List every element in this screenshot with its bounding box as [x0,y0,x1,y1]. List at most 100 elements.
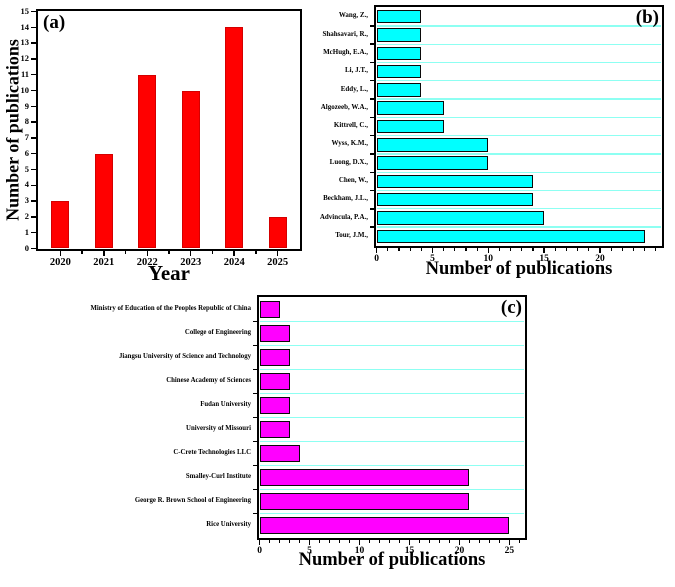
category-label: C-Crete Technologies LLC [173,449,251,457]
y-axis-tick [31,42,36,44]
panel-institution-bar-chart: (c) Ministry of Education of the Peoples… [0,290,675,587]
y-tick-label: 11 [20,68,29,79]
year-bar [268,216,287,249]
y-axis-tick [31,105,36,107]
category-label: College of Engineering [184,329,251,337]
category-label: Chen, W., [338,176,368,185]
category-label: Tour, J.M., [335,230,368,239]
x-axis-minor-tick [398,248,400,251]
x-tick-label: 20 [454,546,465,556]
y-axis-tick [369,43,374,45]
x-axis-minor-tick [278,540,281,543]
y-axis-tick [369,98,374,100]
x-axis-minor-tick [398,540,401,543]
x-axis-major-tick [508,540,511,545]
category-bar [376,101,444,115]
x-axis-major-tick [103,251,105,256]
category-bar [376,46,422,61]
x-axis-minor-tick [328,540,331,543]
category-label: Advincula, P.A., [319,212,368,221]
gridline [376,98,662,100]
x-axis-minor-tick [81,251,83,254]
x-axis-major-tick [375,248,378,253]
panel-label-a: (a) [43,12,66,33]
x-axis-minor-tick [318,540,321,543]
x-axis-minor-tick [588,248,590,251]
x-axis-major-tick [276,251,279,256]
category-label: Shahsavari, R., [322,29,368,38]
x-axis-minor-tick [621,248,623,251]
x-tick-label: 0 [257,546,262,556]
x-axis-minor-tick [565,248,568,251]
x-axis-minor-tick [387,248,389,251]
gridline [259,440,525,443]
category-bar [259,396,290,415]
y-axis-tick [31,184,36,186]
panel-author-bar-chart: (b) Wang, Z., Shahsavari, R., McHugh, E.A.… [320,0,675,290]
gridline [259,416,525,419]
y-axis-tick [369,116,374,119]
x-axis-minor-tick [348,540,351,543]
gridline [376,208,662,210]
gridline [259,464,525,467]
category-label: George R. Brown School of Engineering [134,497,251,505]
category-bar [259,516,510,535]
y-axis-tick [252,368,257,371]
y-axis-tick [31,10,36,13]
category-label: Eddy, L., [340,84,368,93]
gridline [259,512,525,515]
category-bar [259,444,300,463]
gridline [376,61,662,64]
category-bar [376,156,489,170]
y-axis-tick [252,344,257,347]
y-axis-tick [31,200,36,202]
panel-label-b: (b) [635,7,659,28]
category-bar [376,119,444,134]
category-label: Beckham, J.L., [323,194,368,203]
year-bar [181,90,200,249]
category-bar [376,229,645,243]
x-axis-major-tick [233,251,235,256]
x-tick-label: 15 [539,254,549,264]
gridline [376,80,662,82]
category-label: Chinese Academy of Sciences [166,377,251,385]
y-axis-tick [31,58,36,60]
x-axis-minor-tick [211,251,214,254]
x-tick-label: 2025 [267,257,289,268]
x-tick-label: 2021 [93,257,115,268]
x-axis-minor-tick [518,540,520,543]
category-label: Luong, D.X., [329,157,368,166]
category-bar [376,28,422,42]
plot-area-c: (c) Ministry of Education of the Peoples… [91,295,527,556]
x-axis-minor-tick [476,248,478,251]
category-bar [259,372,290,391]
x-tick-label: 5 [307,546,312,556]
x-axis-minor-tick [465,248,467,251]
x-axis-minor-tick [577,248,579,251]
gridline [376,43,662,45]
x-axis-minor-tick [454,248,456,251]
year-bar [51,201,70,249]
x-axis-minor-tick [443,248,445,251]
gridline [376,153,662,155]
x-axis-title-a: Year [148,261,190,285]
y-tick-label: 7 [24,132,29,143]
x-axis-minor-tick [338,540,341,543]
x-axis-minor-tick [288,540,291,543]
x-axis-minor-tick [644,248,646,251]
x-axis-major-tick [543,248,545,253]
gridline [259,344,525,347]
y-axis-tick [369,134,374,137]
x-axis-major-tick [408,540,411,545]
x-axis-minor-tick [124,251,127,254]
y-tick-label: 4 [24,179,29,190]
x-axis-minor-tick [554,248,556,251]
y-tick-label: 1 [24,226,29,237]
x-axis-minor-tick [521,248,523,251]
x-axis-major-tick [146,251,149,256]
gridline [259,368,525,371]
x-axis-minor-tick [510,248,512,251]
x-axis-major-tick [487,248,490,253]
x-tick-label: 10 [354,546,365,556]
